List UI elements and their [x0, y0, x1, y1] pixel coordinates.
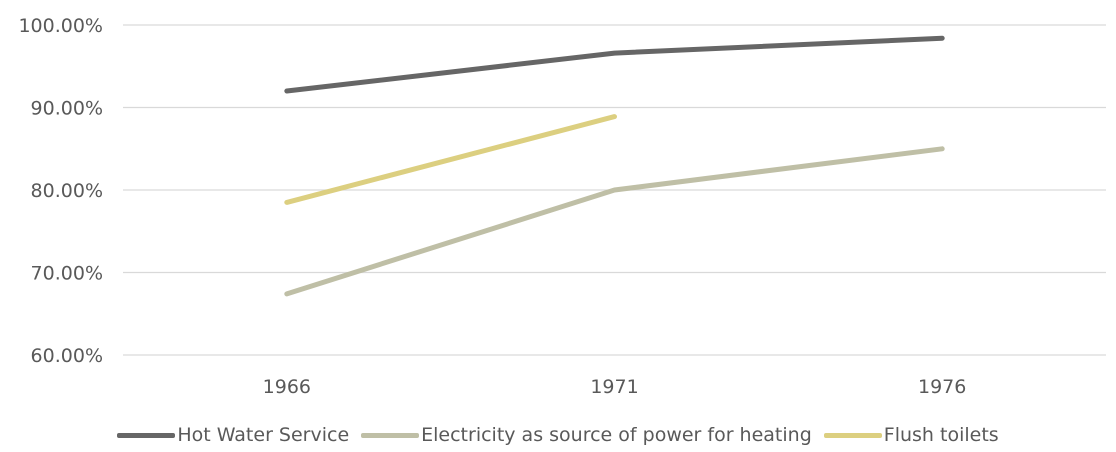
x-axis-ticks: 1966 1971 1976: [263, 376, 967, 398]
y-tick-label: 60.00%: [31, 345, 103, 367]
line-chart: 60.00% 70.00% 80.00% 90.00% 100.00% 1966 1971…: [18, 15, 1106, 398]
x-tick-label: 1971: [590, 376, 638, 398]
legend-swatch: [117, 432, 176, 438]
series-lines: [284, 35, 945, 297]
series-line: [284, 146, 945, 297]
y-axis-ticks: 60.00% 70.00% 80.00% 90.00% 100.00%: [18, 15, 103, 367]
y-tick-label: 90.00%: [31, 98, 103, 120]
x-tick-label: 1976: [918, 376, 966, 398]
x-tick-label: 1966: [263, 376, 311, 398]
y-tick-label: 100.00%: [18, 15, 103, 37]
legend-item-hot-water-service: Hot Water Service: [117, 424, 349, 446]
y-tick-label: 80.00%: [31, 180, 103, 202]
legend-label: Electricity as source of power for heati…: [421, 424, 812, 446]
legend-label: Hot Water Service: [177, 424, 350, 446]
y-tick-label: 70.00%: [31, 263, 103, 285]
series-line: [284, 114, 617, 205]
legend-item-electricity-heating: Electricity as source of power for heati…: [361, 424, 812, 446]
legend-swatch: [361, 432, 420, 438]
legend-swatch: [823, 432, 882, 438]
legend-item-flush-toilets: Flush toilets: [823, 424, 999, 446]
series-line: [284, 35, 945, 94]
legend: Hot Water Service Electricity as source …: [0, 420, 1116, 450]
legend-label: Flush toilets: [883, 424, 999, 446]
